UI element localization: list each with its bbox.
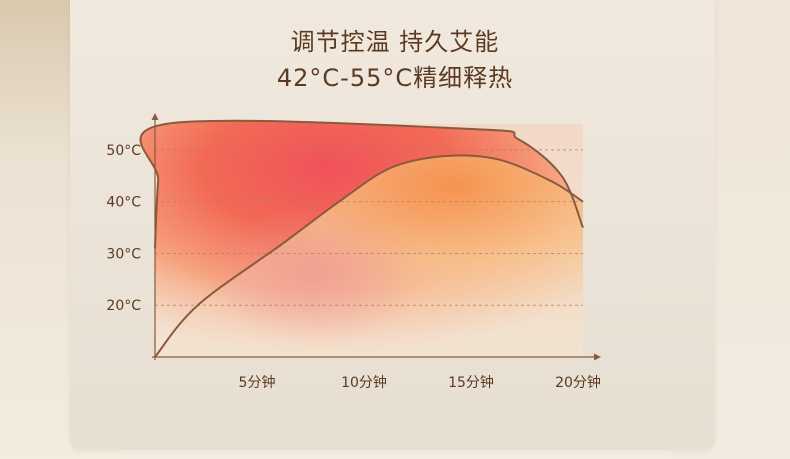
x-tick-labels: 5分钟 10分钟 15分钟 20分钟 — [239, 374, 601, 391]
x-tick-label: 20分钟 — [555, 374, 601, 391]
series-lower-line — [154, 154, 584, 358]
x-tick-label: 5分钟 — [239, 374, 276, 391]
x-tick-label: 15分钟 — [448, 374, 494, 391]
grid-lines — [155, 149, 583, 306]
x-tick-label: 10分钟 — [341, 374, 387, 391]
series-upper-line — [139, 119, 584, 249]
y-tick-labels: 20°C 30°C 40°C 50°C — [106, 143, 141, 314]
y-tick-label: 30°C — [106, 246, 141, 262]
y-tick-label: 50°C — [106, 143, 141, 159]
glow-decoration — [205, 204, 426, 345]
x-axis-arrow — [594, 353, 601, 361]
title-line-1: 调节控温 持久艾能 — [290, 28, 500, 56]
y-axis-arrow — [151, 113, 159, 120]
y-tick-label: 40°C — [106, 195, 141, 211]
y-tick-label: 20°C — [106, 298, 141, 314]
title-line-2: 42°C-55°C精细释热 — [276, 64, 514, 92]
